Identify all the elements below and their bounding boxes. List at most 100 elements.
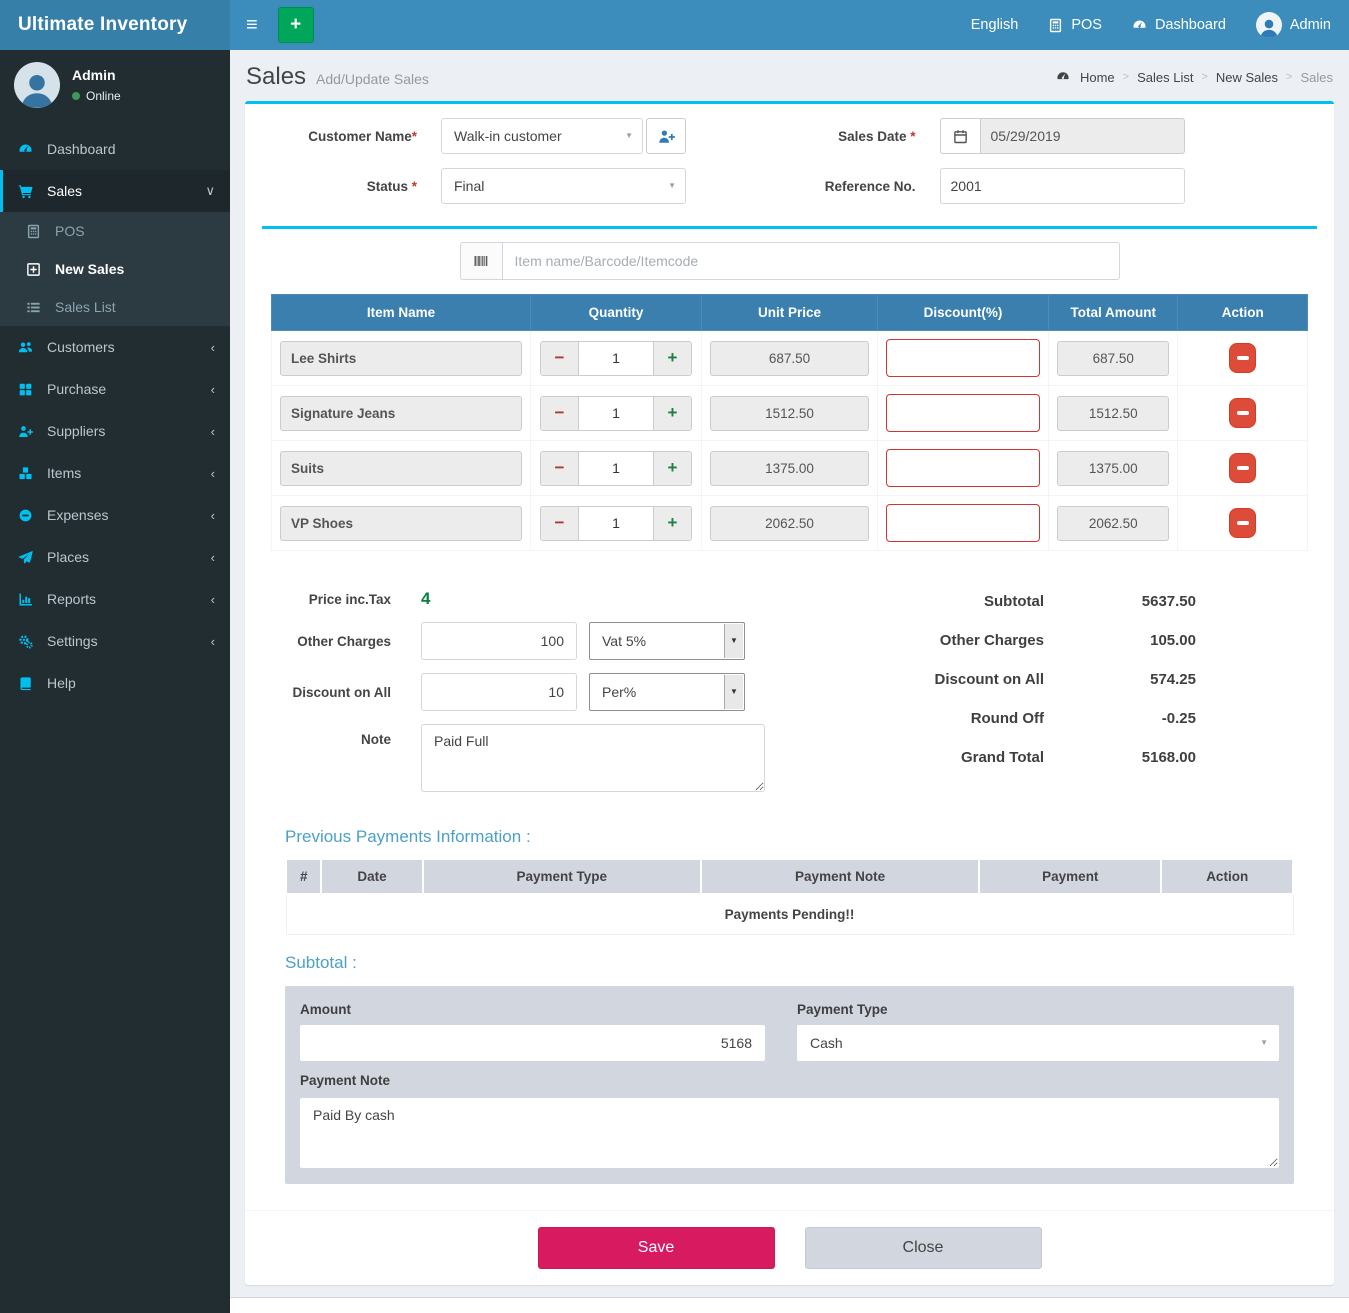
discount-input[interactable] [886, 449, 1040, 487]
sales-date-input[interactable] [980, 118, 1185, 154]
close-button[interactable]: Close [805, 1227, 1042, 1269]
payment-note-textarea[interactable]: Paid By cash [300, 1098, 1279, 1168]
item-search-input[interactable] [502, 242, 1120, 280]
dashboard-icon [18, 142, 38, 157]
discount-on-all-input[interactable] [421, 673, 577, 711]
save-button[interactable]: Save [538, 1227, 775, 1269]
sidebar-item-label: Settings [47, 633, 98, 649]
quantity-input[interactable] [579, 342, 653, 375]
total-amount-input[interactable] [1057, 451, 1170, 486]
quantity-increase-button[interactable]: + [653, 452, 691, 485]
item-row: − + [272, 386, 1308, 441]
amount-label: Amount [300, 1002, 765, 1017]
sales-date-label: Sales Date * [790, 129, 940, 144]
customer-name-select[interactable]: Walk-in customer [441, 118, 643, 154]
add-user-icon [658, 128, 675, 145]
remove-item-button[interactable] [1229, 508, 1256, 538]
sidebar-item-settings[interactable]: Settings ‹ [0, 620, 230, 662]
item-name-input[interactable] [280, 396, 522, 431]
sidebar-item-sales-list[interactable]: Sales List [0, 288, 230, 326]
unit-price-input[interactable] [710, 396, 869, 431]
remove-item-button[interactable] [1229, 398, 1256, 428]
other-charges-type-select[interactable]: Vat 5% [589, 622, 745, 660]
quantity-stepper: − + [540, 506, 692, 541]
amount-input[interactable] [300, 1025, 765, 1061]
sidebar-item-purchase[interactable]: Purchase ‹ [0, 368, 230, 410]
brand-logo[interactable]: Ultimate Inventory [0, 0, 230, 50]
column-header-total: Total Amount [1048, 295, 1178, 331]
sidebar-item-help[interactable]: Help [0, 662, 230, 704]
item-name-input[interactable] [280, 451, 522, 486]
navbar-user-menu[interactable]: Admin [1256, 12, 1331, 38]
quantity-decrease-button[interactable]: − [541, 342, 579, 375]
breadcrumb-sales-list[interactable]: Sales List [1137, 70, 1193, 85]
navbar-pos-link[interactable]: POS [1048, 17, 1102, 33]
discount-input[interactable] [886, 339, 1040, 377]
quantity-input[interactable] [579, 397, 653, 430]
sidebar-item-label: Expenses [47, 507, 108, 523]
customer-name-label: Customer Name* [269, 129, 441, 144]
status-select[interactable]: Final [441, 168, 686, 204]
breadcrumb-new-sales[interactable]: New Sales [1216, 70, 1278, 85]
previous-payments-section: Previous Payments Information : # Date P… [245, 809, 1334, 935]
quantity-decrease-button[interactable]: − [541, 397, 579, 430]
column-header-payment-type: Payment Type [423, 860, 701, 894]
payment-type-select[interactable]: Cash [797, 1025, 1279, 1061]
sidebar-item-sales[interactable]: Sales ∨ [0, 170, 230, 212]
subtotal-heading: Subtotal : [285, 953, 1294, 973]
total-amount-input[interactable] [1057, 341, 1170, 376]
navbar-dashboard-link[interactable]: Dashboard [1132, 17, 1226, 33]
item-search-group [460, 242, 1120, 280]
sidebar-item-items[interactable]: Items ‹ [0, 452, 230, 494]
add-customer-button[interactable] [646, 118, 686, 154]
unit-price-input[interactable] [710, 451, 869, 486]
note-textarea[interactable]: Paid Full [421, 724, 765, 792]
language-menu[interactable]: English [971, 17, 1019, 33]
reference-input[interactable] [940, 168, 1185, 204]
discount-input[interactable] [886, 504, 1040, 542]
gear-icon [18, 634, 38, 649]
quantity-increase-button[interactable]: + [653, 507, 691, 540]
chevron-left-icon: ‹ [211, 466, 215, 481]
sidebar-item-reports[interactable]: Reports ‹ [0, 578, 230, 620]
quick-add-button[interactable]: + [278, 7, 314, 43]
quantity-decrease-button[interactable]: − [541, 507, 579, 540]
sidebar-item-customers[interactable]: Customers ‹ [0, 326, 230, 368]
quantity-input[interactable] [579, 452, 653, 485]
sidebar-item-pos[interactable]: POS [0, 212, 230, 250]
sidebar-item-dashboard[interactable]: Dashboard [0, 128, 230, 170]
main-column: ≡ + English POS Dashboard [230, 0, 1349, 1313]
page-title: Sales [246, 63, 306, 91]
quantity-increase-button[interactable]: + [653, 342, 691, 375]
sidebar-item-suppliers[interactable]: Suppliers ‹ [0, 410, 230, 452]
payment-entry-section: Subtotal : Amount Payment Type Cash [245, 935, 1334, 1184]
remove-item-button[interactable] [1229, 453, 1256, 483]
discount-type-select[interactable]: Per% [589, 673, 745, 711]
total-amount-input[interactable] [1057, 506, 1170, 541]
calendar-icon [940, 118, 980, 154]
barcode-icon [460, 242, 502, 280]
chevron-left-icon: ‹ [211, 340, 215, 355]
quantity-decrease-button[interactable]: − [541, 452, 579, 485]
unit-price-input[interactable] [710, 506, 869, 541]
quantity-stepper: − + [540, 341, 692, 376]
sidebar-item-new-sales[interactable]: New Sales [0, 250, 230, 288]
quantity-increase-button[interactable]: + [653, 397, 691, 430]
quantity-input[interactable] [579, 507, 653, 540]
item-name-input[interactable] [280, 506, 522, 541]
remove-item-button[interactable] [1229, 343, 1256, 373]
page-subtitle: Add/Update Sales [316, 71, 429, 87]
sidebar-item-places[interactable]: Places ‹ [0, 536, 230, 578]
sidebar-item-label: Reports [47, 591, 96, 607]
discount-input[interactable] [886, 394, 1040, 432]
total-amount-input[interactable] [1057, 396, 1170, 431]
breadcrumb: Home > Sales List > New Sales > Sales [1056, 70, 1333, 85]
item-name-input[interactable] [280, 341, 522, 376]
unit-price-input[interactable] [710, 341, 869, 376]
breadcrumb-home[interactable]: Home [1080, 70, 1115, 85]
sidebar-item-expenses[interactable]: Expenses ‹ [0, 494, 230, 536]
other-charges-input[interactable] [421, 622, 577, 660]
column-header-unit-price: Unit Price [701, 295, 877, 331]
app-root: Ultimate Inventory Admin Online [0, 0, 1349, 1313]
sidebar-toggle-button[interactable]: ≡ [230, 0, 274, 50]
